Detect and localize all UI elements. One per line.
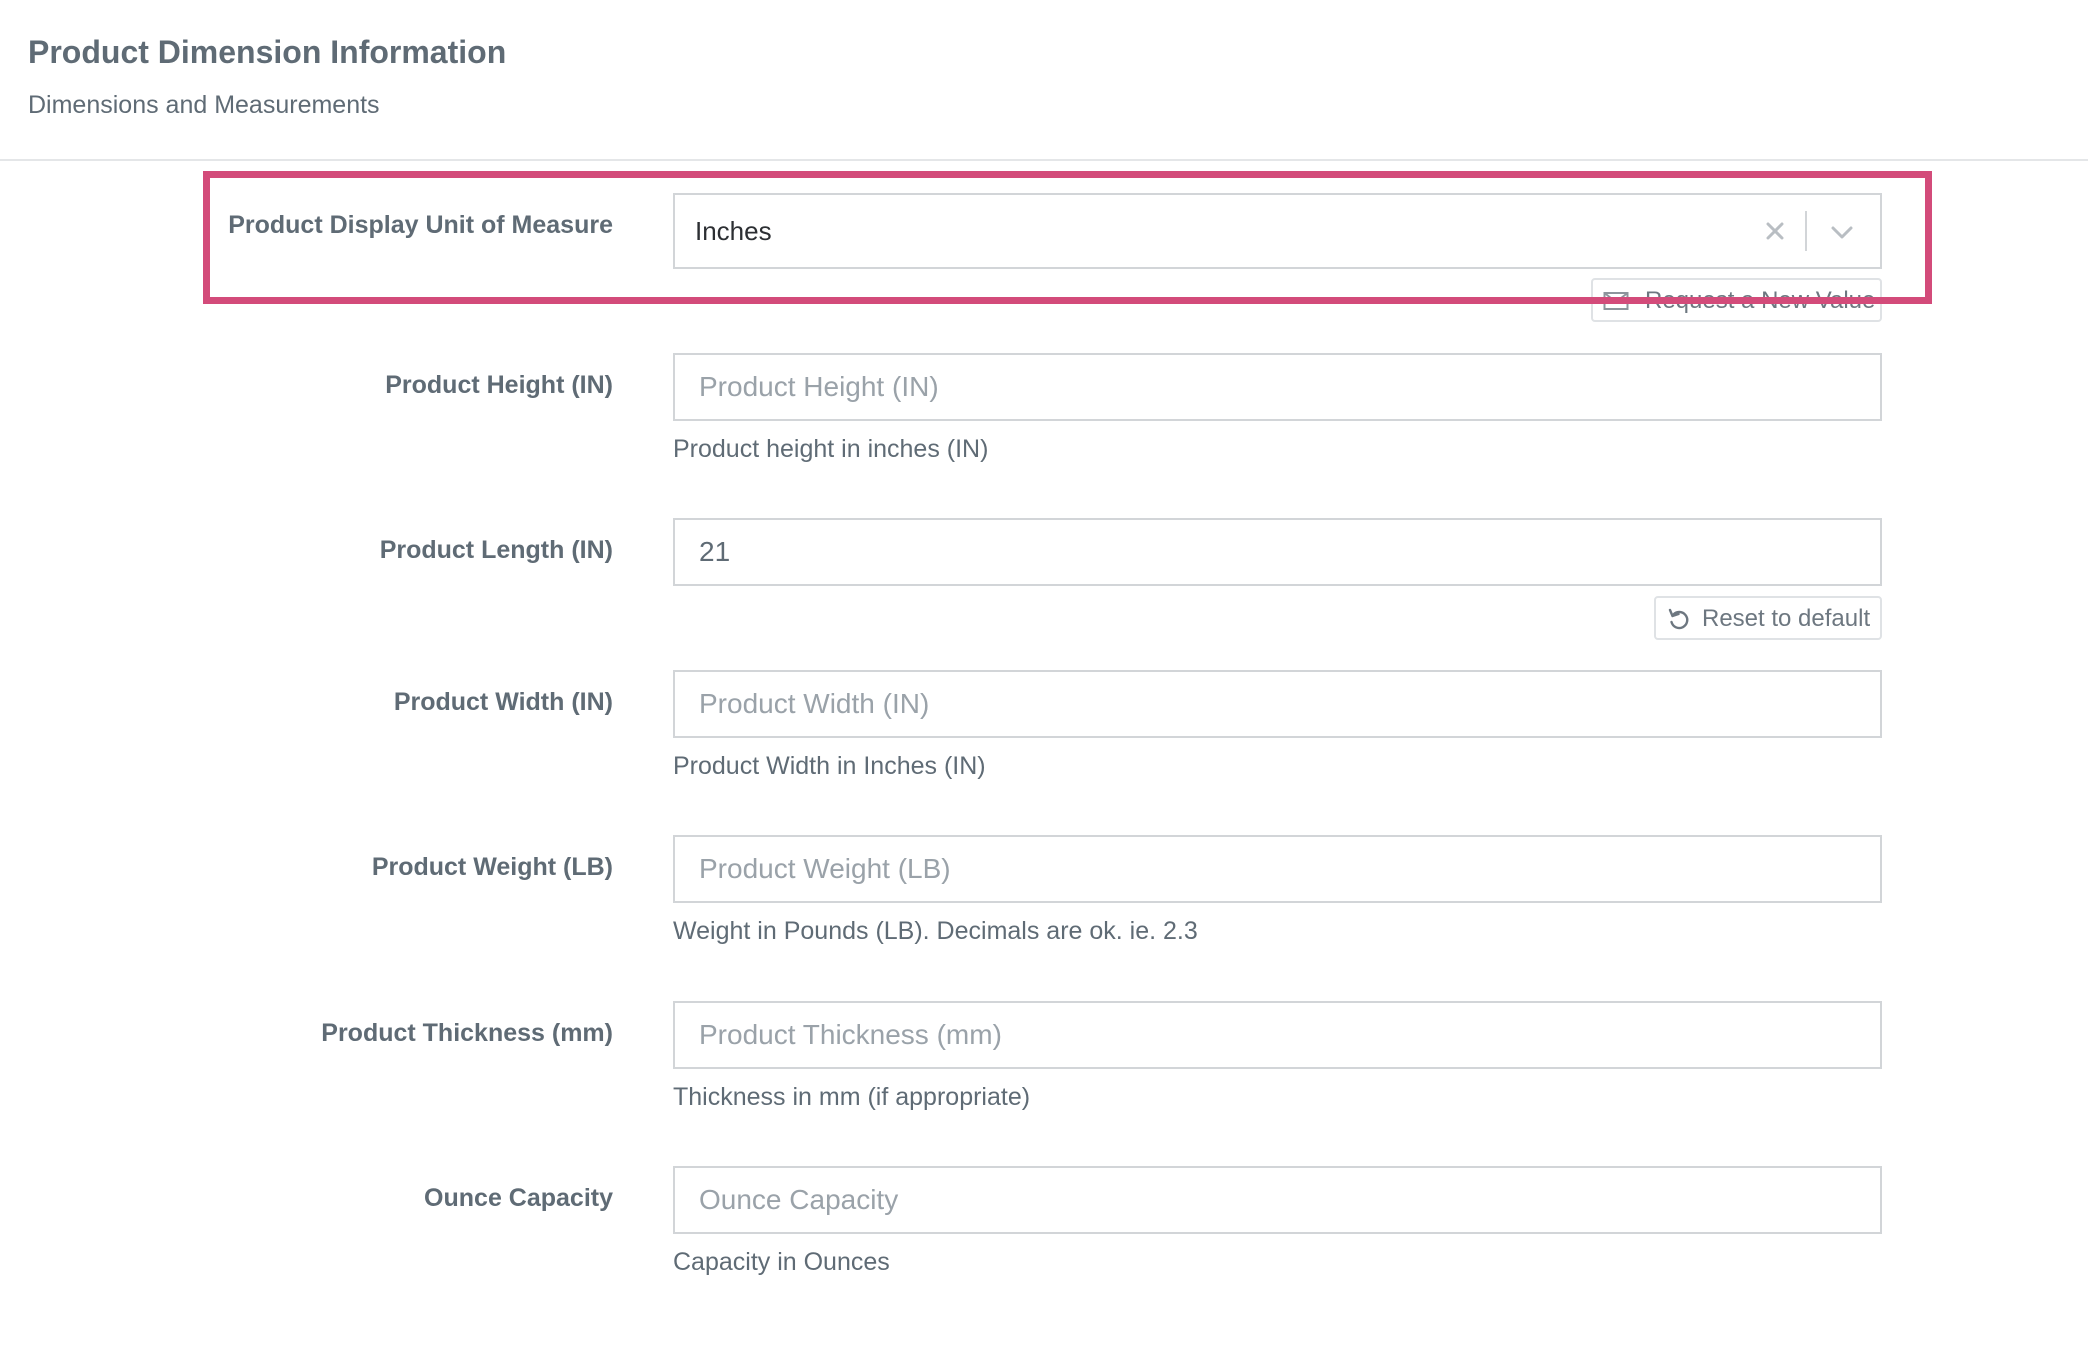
product-thickness-help: Thickness in mm (if appropriate) xyxy=(673,1083,1031,1111)
request-new-value-label: Request a New Value xyxy=(1645,287,1876,314)
reset-to-default-button[interactable]: Reset to default xyxy=(1654,596,1882,640)
close-icon[interactable] xyxy=(1758,214,1792,248)
product-width-input[interactable] xyxy=(673,670,1882,738)
product-width-help: Product Width in Inches (IN) xyxy=(673,752,986,780)
product-weight-help: Weight in Pounds (LB). Decimals are ok. … xyxy=(673,917,1198,945)
product-height-help: Product height in inches (IN) xyxy=(673,435,989,463)
product-thickness-label: Product Thickness (mm) xyxy=(321,1019,613,1047)
unit-of-measure-select[interactable]: Inches xyxy=(673,193,1882,269)
reset-to-default-label: Reset to default xyxy=(1702,605,1871,632)
product-height-label: Product Height (IN) xyxy=(385,371,613,399)
unit-of-measure-label: Product Display Unit of Measure xyxy=(228,211,613,239)
envelope-icon xyxy=(1603,290,1629,317)
product-thickness-input[interactable] xyxy=(673,1001,1882,1069)
chevron-down-icon[interactable] xyxy=(1826,216,1858,248)
section-header: Product Dimension Information Dimensions… xyxy=(0,0,2088,161)
product-weight-input[interactable] xyxy=(673,835,1882,903)
request-new-value-button[interactable]: Request a New Value xyxy=(1591,278,1882,322)
product-weight-label: Product Weight (LB) xyxy=(371,853,613,881)
product-height-input[interactable] xyxy=(673,353,1882,421)
page-title: Product Dimension Information xyxy=(28,34,507,70)
ounce-capacity-input[interactable] xyxy=(673,1166,1882,1234)
ounce-capacity-label: Ounce Capacity xyxy=(424,1184,613,1212)
unit-of-measure-value: Inches xyxy=(695,216,772,246)
undo-icon xyxy=(1666,607,1692,638)
select-separator xyxy=(1805,211,1807,251)
ounce-capacity-help: Capacity in Ounces xyxy=(673,1248,890,1276)
product-width-label: Product Width (IN) xyxy=(393,688,613,716)
page-subtitle: Dimensions and Measurements xyxy=(28,91,380,119)
product-length-label: Product Length (IN) xyxy=(379,536,613,564)
product-length-input[interactable] xyxy=(673,518,1882,586)
